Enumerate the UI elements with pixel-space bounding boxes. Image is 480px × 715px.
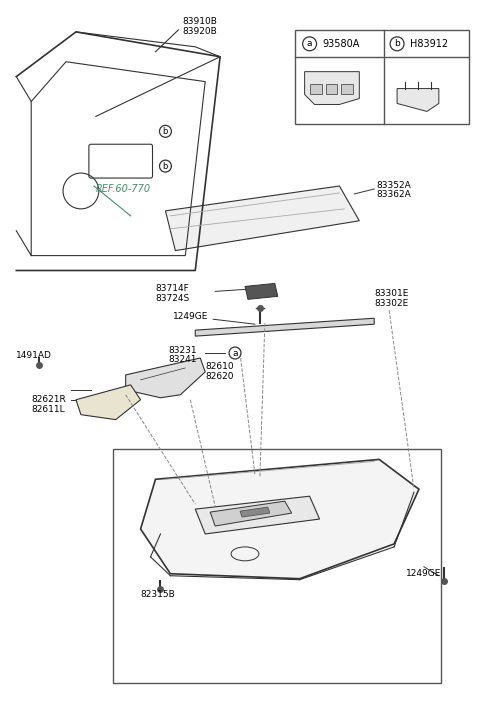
Text: 83302E: 83302E — [374, 299, 408, 308]
Polygon shape — [195, 318, 374, 336]
Bar — [325, 84, 337, 94]
Polygon shape — [245, 283, 278, 300]
Polygon shape — [195, 496, 320, 534]
Text: 93580A: 93580A — [323, 39, 360, 49]
Text: 83241: 83241 — [168, 355, 197, 365]
Polygon shape — [166, 186, 360, 251]
Text: 82315B: 82315B — [141, 590, 175, 599]
Text: 82611L: 82611L — [31, 405, 65, 414]
Bar — [113, 450, 441, 683]
Bar — [341, 84, 353, 94]
Text: b: b — [394, 39, 400, 49]
Bar — [295, 30, 468, 124]
Text: b: b — [163, 127, 168, 136]
Text: 83301E: 83301E — [374, 289, 408, 298]
Text: a: a — [307, 39, 312, 49]
Text: 83352A: 83352A — [376, 180, 411, 189]
Text: 83724S: 83724S — [156, 294, 190, 303]
Text: 82621R: 82621R — [31, 395, 66, 404]
Polygon shape — [210, 501, 292, 526]
Circle shape — [390, 37, 404, 51]
Bar — [310, 84, 322, 94]
Text: 1491AD: 1491AD — [16, 350, 52, 360]
Text: H83912: H83912 — [410, 39, 448, 49]
Text: 83910B: 83910B — [182, 17, 217, 26]
Text: 83920B: 83920B — [182, 27, 217, 36]
Text: REF.60-770: REF.60-770 — [96, 184, 151, 194]
Polygon shape — [397, 89, 439, 112]
Polygon shape — [76, 385, 141, 420]
Polygon shape — [141, 460, 419, 578]
Text: a: a — [232, 348, 238, 358]
Text: 1249GE: 1249GE — [406, 569, 442, 578]
Text: 83714F: 83714F — [156, 284, 189, 293]
Text: 83231: 83231 — [168, 345, 197, 355]
Text: 82620: 82620 — [205, 373, 234, 381]
Circle shape — [302, 37, 316, 51]
Polygon shape — [126, 358, 205, 398]
Text: b: b — [163, 162, 168, 171]
Text: 1249GE: 1249GE — [173, 312, 209, 321]
Circle shape — [159, 125, 171, 137]
Text: 83362A: 83362A — [376, 190, 411, 199]
Circle shape — [229, 347, 241, 359]
Circle shape — [159, 160, 171, 172]
Polygon shape — [305, 72, 360, 104]
Text: 82610: 82610 — [205, 363, 234, 372]
Polygon shape — [240, 507, 270, 517]
